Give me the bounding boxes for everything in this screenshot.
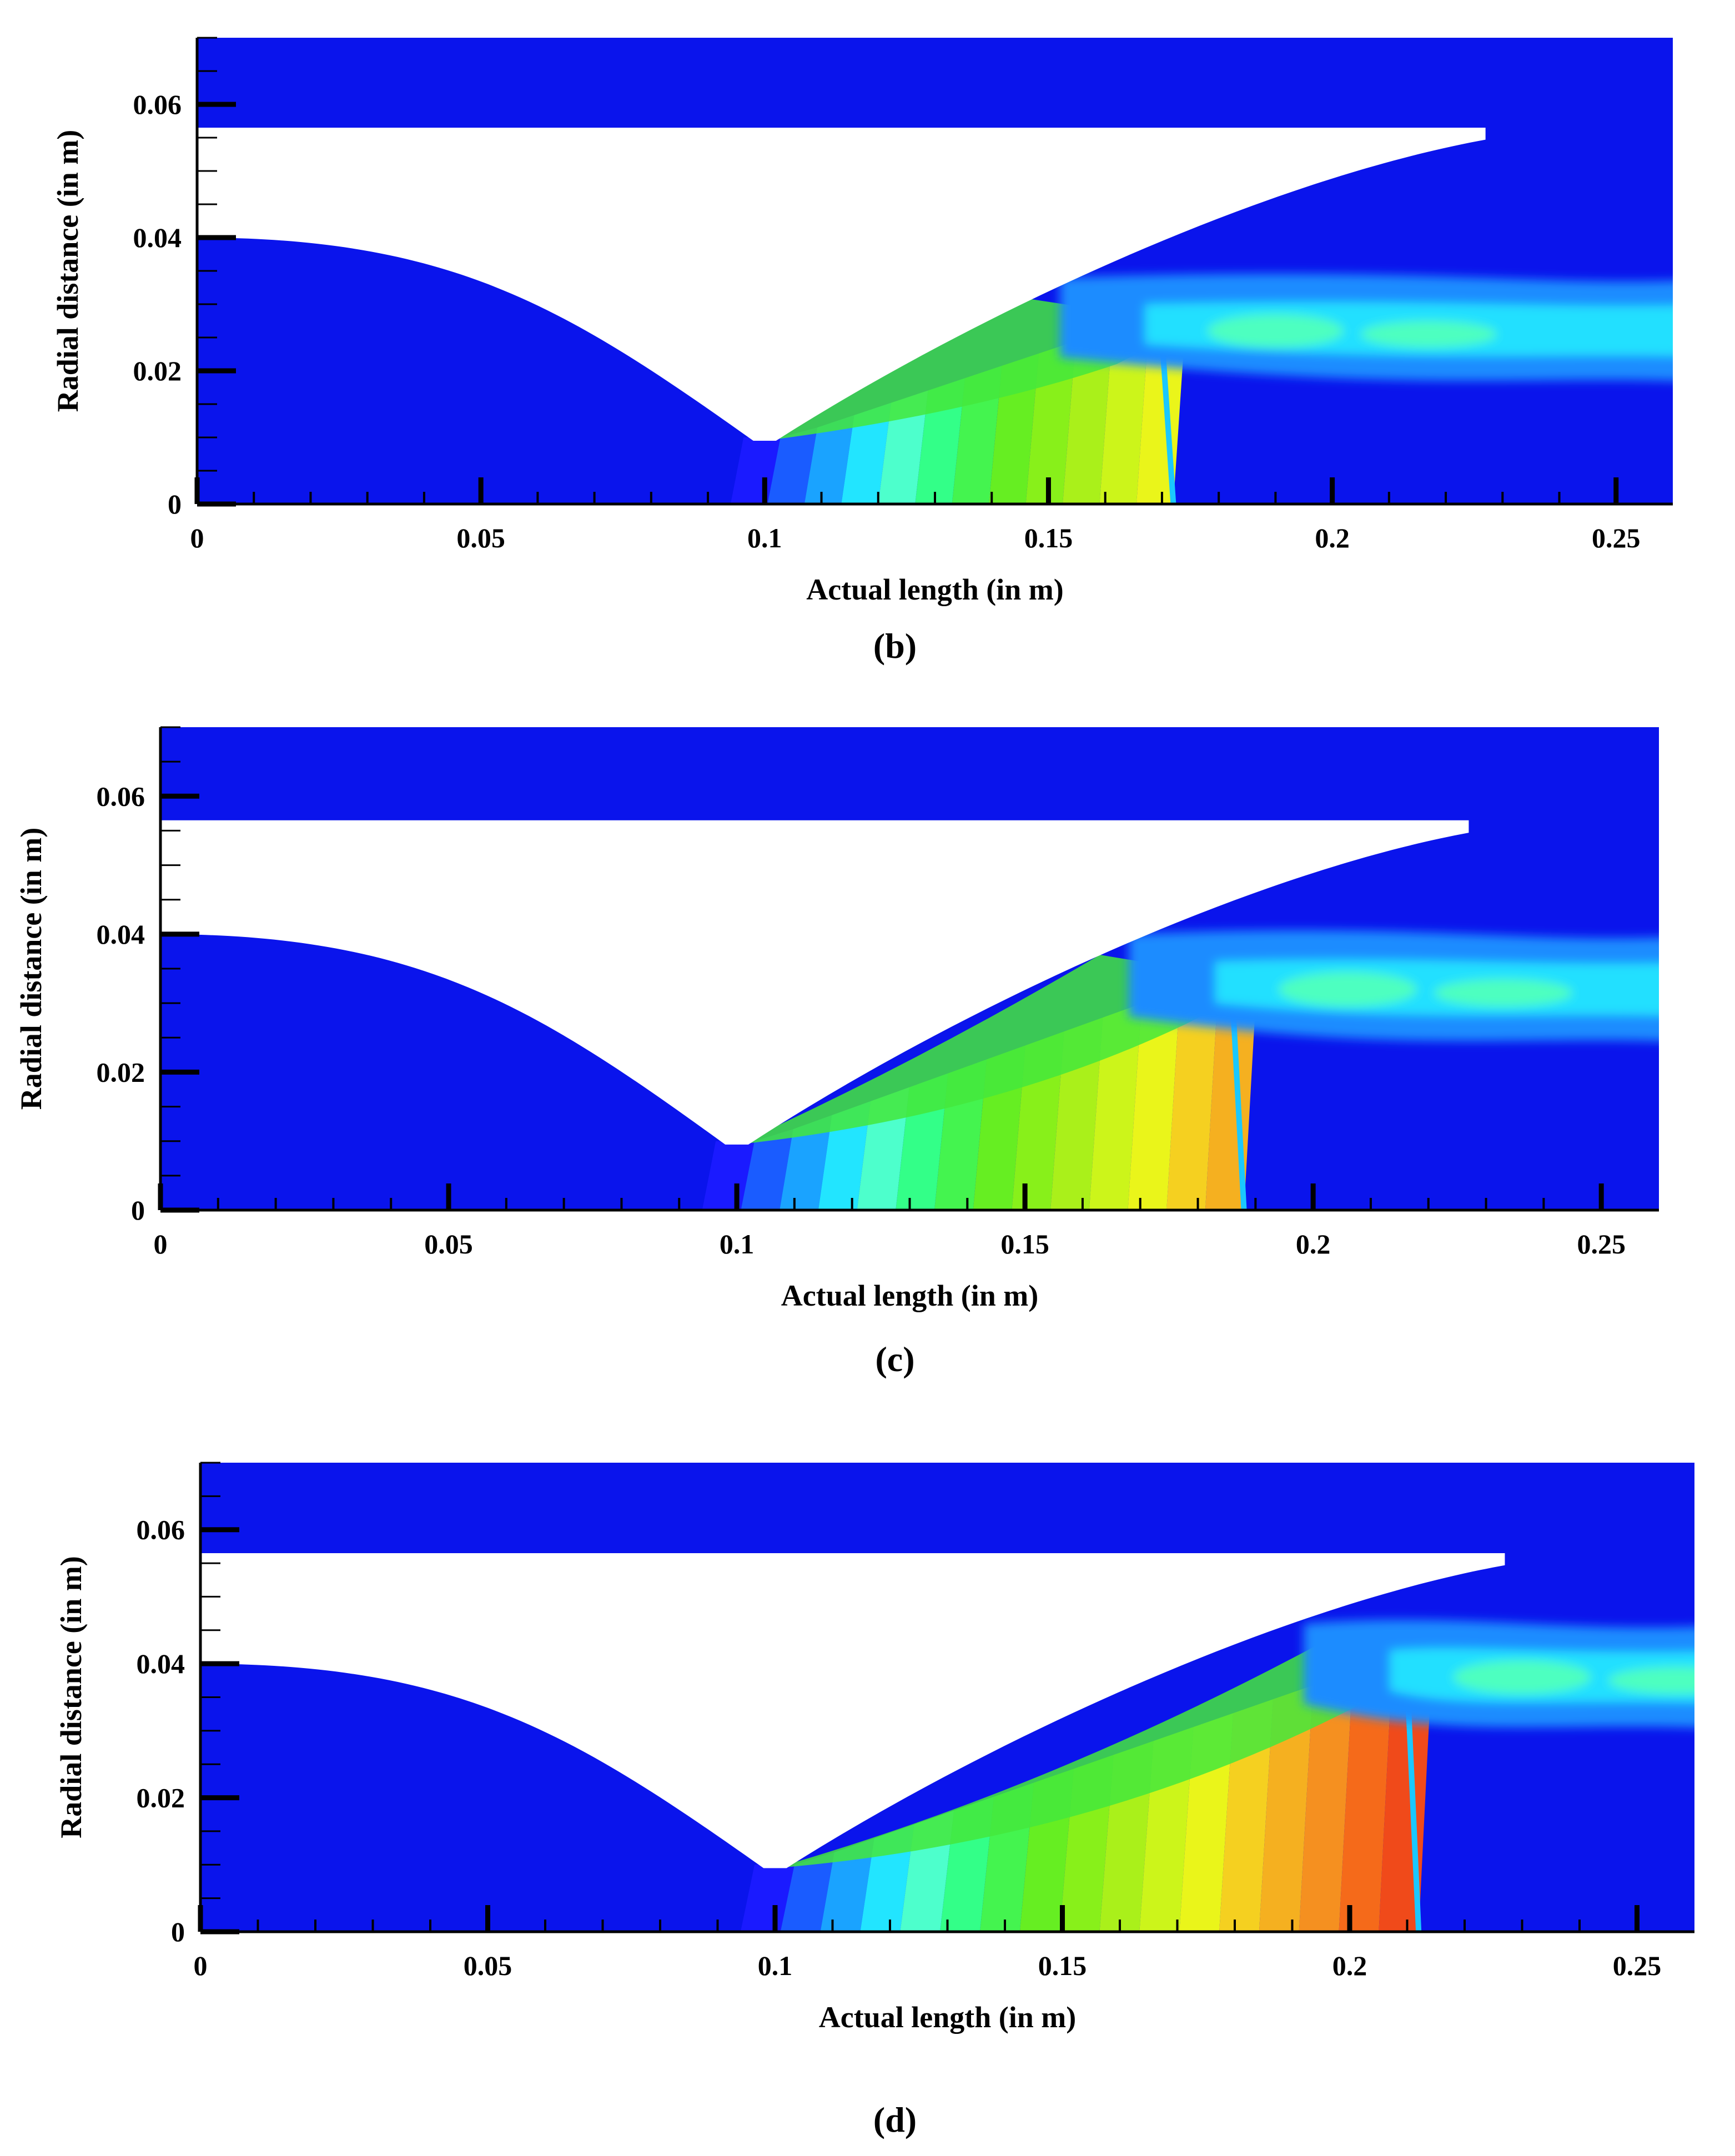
x-tick-label: 0.1 — [720, 1228, 755, 1260]
y-tick-label: 0 — [171, 1916, 185, 1947]
x-tick-label: 0.05 — [464, 1950, 512, 1981]
contour-band — [1259, 1685, 1313, 1932]
expansion-fan — [740, 1636, 1442, 1932]
y-tick-label: 0.04 — [97, 919, 145, 950]
plume-cell — [1278, 972, 1417, 1007]
x-tick-label: 0.25 — [1613, 1950, 1662, 1981]
x-tick-label: 0.2 — [1296, 1228, 1331, 1260]
x-tick-label: 0.05 — [424, 1228, 473, 1260]
y-axis-title: Radial distance (in m) — [51, 130, 84, 412]
contour-band — [1339, 1657, 1393, 1932]
y-tick-label: 0.02 — [137, 1782, 185, 1814]
x-tick-label: 0 — [190, 522, 204, 553]
y-tick-label: 0.04 — [133, 222, 182, 253]
y-tick-label: 0.06 — [137, 1514, 185, 1545]
nozzle-wall — [197, 128, 1486, 441]
x-tick-label: 0 — [194, 1950, 208, 1981]
contour-band — [804, 415, 854, 504]
plume-cell — [1453, 1660, 1591, 1694]
axes: 0 0.05 0.1 0.15 0.2 0.25 0 0.02 0.04 0.06 — [137, 1462, 1694, 1981]
x-tick-label: 0 — [154, 1228, 168, 1260]
x-tick-label: 0.15 — [1038, 1950, 1087, 1981]
exhaust-plume — [1128, 930, 1659, 1041]
x-tick-label: 0.1 — [758, 1950, 793, 1981]
axes: 0 0.05 0.1 0.15 0.2 0.25 0 0.02 0.04 0.06 — [97, 726, 1659, 1260]
y-tick-label: 0.02 — [133, 355, 182, 386]
x-tick-label: 0.15 — [1024, 522, 1073, 553]
exhaust-plume — [1304, 1619, 1694, 1728]
y-tick-label: 0.04 — [137, 1648, 185, 1679]
mach-disk — [1229, 996, 1247, 1210]
chart-panel-2: 0 0.05 0.1 0.15 0.2 0.25 0 0.02 0.04 0.06 Actual l… — [14, 726, 1659, 1379]
x-axis-title: Actual length (in m) — [806, 573, 1063, 606]
axes: 0 0.05 0.1 0.15 0.2 0.25 0 0.02 0.04 0.06 — [133, 37, 1673, 553]
y-tick-label: 0.02 — [97, 1056, 145, 1087]
contour-band — [780, 1115, 832, 1210]
plot-area — [197, 38, 1673, 504]
contour-band — [730, 437, 781, 504]
plume-cell — [1207, 314, 1344, 347]
plume-cell — [1434, 979, 1573, 1007]
contour-band — [1128, 989, 1180, 1210]
y-tick-label: 0.06 — [133, 89, 182, 120]
x-tick-label: 0.1 — [747, 522, 782, 553]
contour-band — [767, 427, 818, 504]
x-axis-title: Actual length (in m) — [819, 2001, 1076, 2034]
contour-band — [1166, 975, 1219, 1210]
y-tick-label: 0 — [131, 1195, 145, 1226]
plume-cell — [1608, 1667, 1694, 1694]
contour-band — [741, 1129, 793, 1210]
x-tick-label: 0.15 — [1000, 1228, 1049, 1260]
nozzle-wall — [160, 820, 1469, 1145]
panel-label: (b) — [873, 626, 917, 666]
plot-area — [160, 727, 1659, 1210]
x-tick-label: 0.05 — [456, 522, 505, 553]
contour-band — [740, 1865, 794, 1932]
x-tick-label: 0.2 — [1332, 1950, 1367, 1981]
plot-area — [200, 1463, 1694, 1932]
panel-label: (d) — [873, 2100, 917, 2139]
nozzle-wall — [200, 1553, 1505, 1868]
y-axis-title: Radial distance (in m) — [14, 828, 48, 1110]
contour-band — [1299, 1671, 1353, 1932]
chart-panel-3: 0 0.05 0.1 0.15 0.2 0.25 0 0.02 0.04 0.06 Actual l… — [54, 1462, 1694, 2139]
shear-layer-band — [775, 1636, 1442, 1868]
contour-band — [702, 1141, 755, 1210]
y-axis-title: Radial distance (in m) — [54, 1556, 88, 1838]
x-tick-label: 0.25 — [1577, 1228, 1626, 1260]
plume-cell — [1360, 321, 1497, 347]
y-tick-label: 0.06 — [97, 780, 145, 812]
x-tick-label: 0.2 — [1315, 522, 1350, 553]
contour-band — [780, 1852, 834, 1932]
contour-band — [841, 402, 892, 504]
exhaust-plume — [1059, 274, 1673, 381]
chart-panel-1: 0 0.05 0.1 0.15 0.2 0.25 0 0.02 0.04 0.06 Actual l… — [51, 37, 1673, 666]
y-tick-label: 0 — [168, 488, 182, 520]
x-tick-label: 0.25 — [1592, 522, 1641, 553]
panel-label: (c) — [875, 1339, 914, 1379]
x-axis-title: Actual length (in m) — [781, 1279, 1038, 1312]
